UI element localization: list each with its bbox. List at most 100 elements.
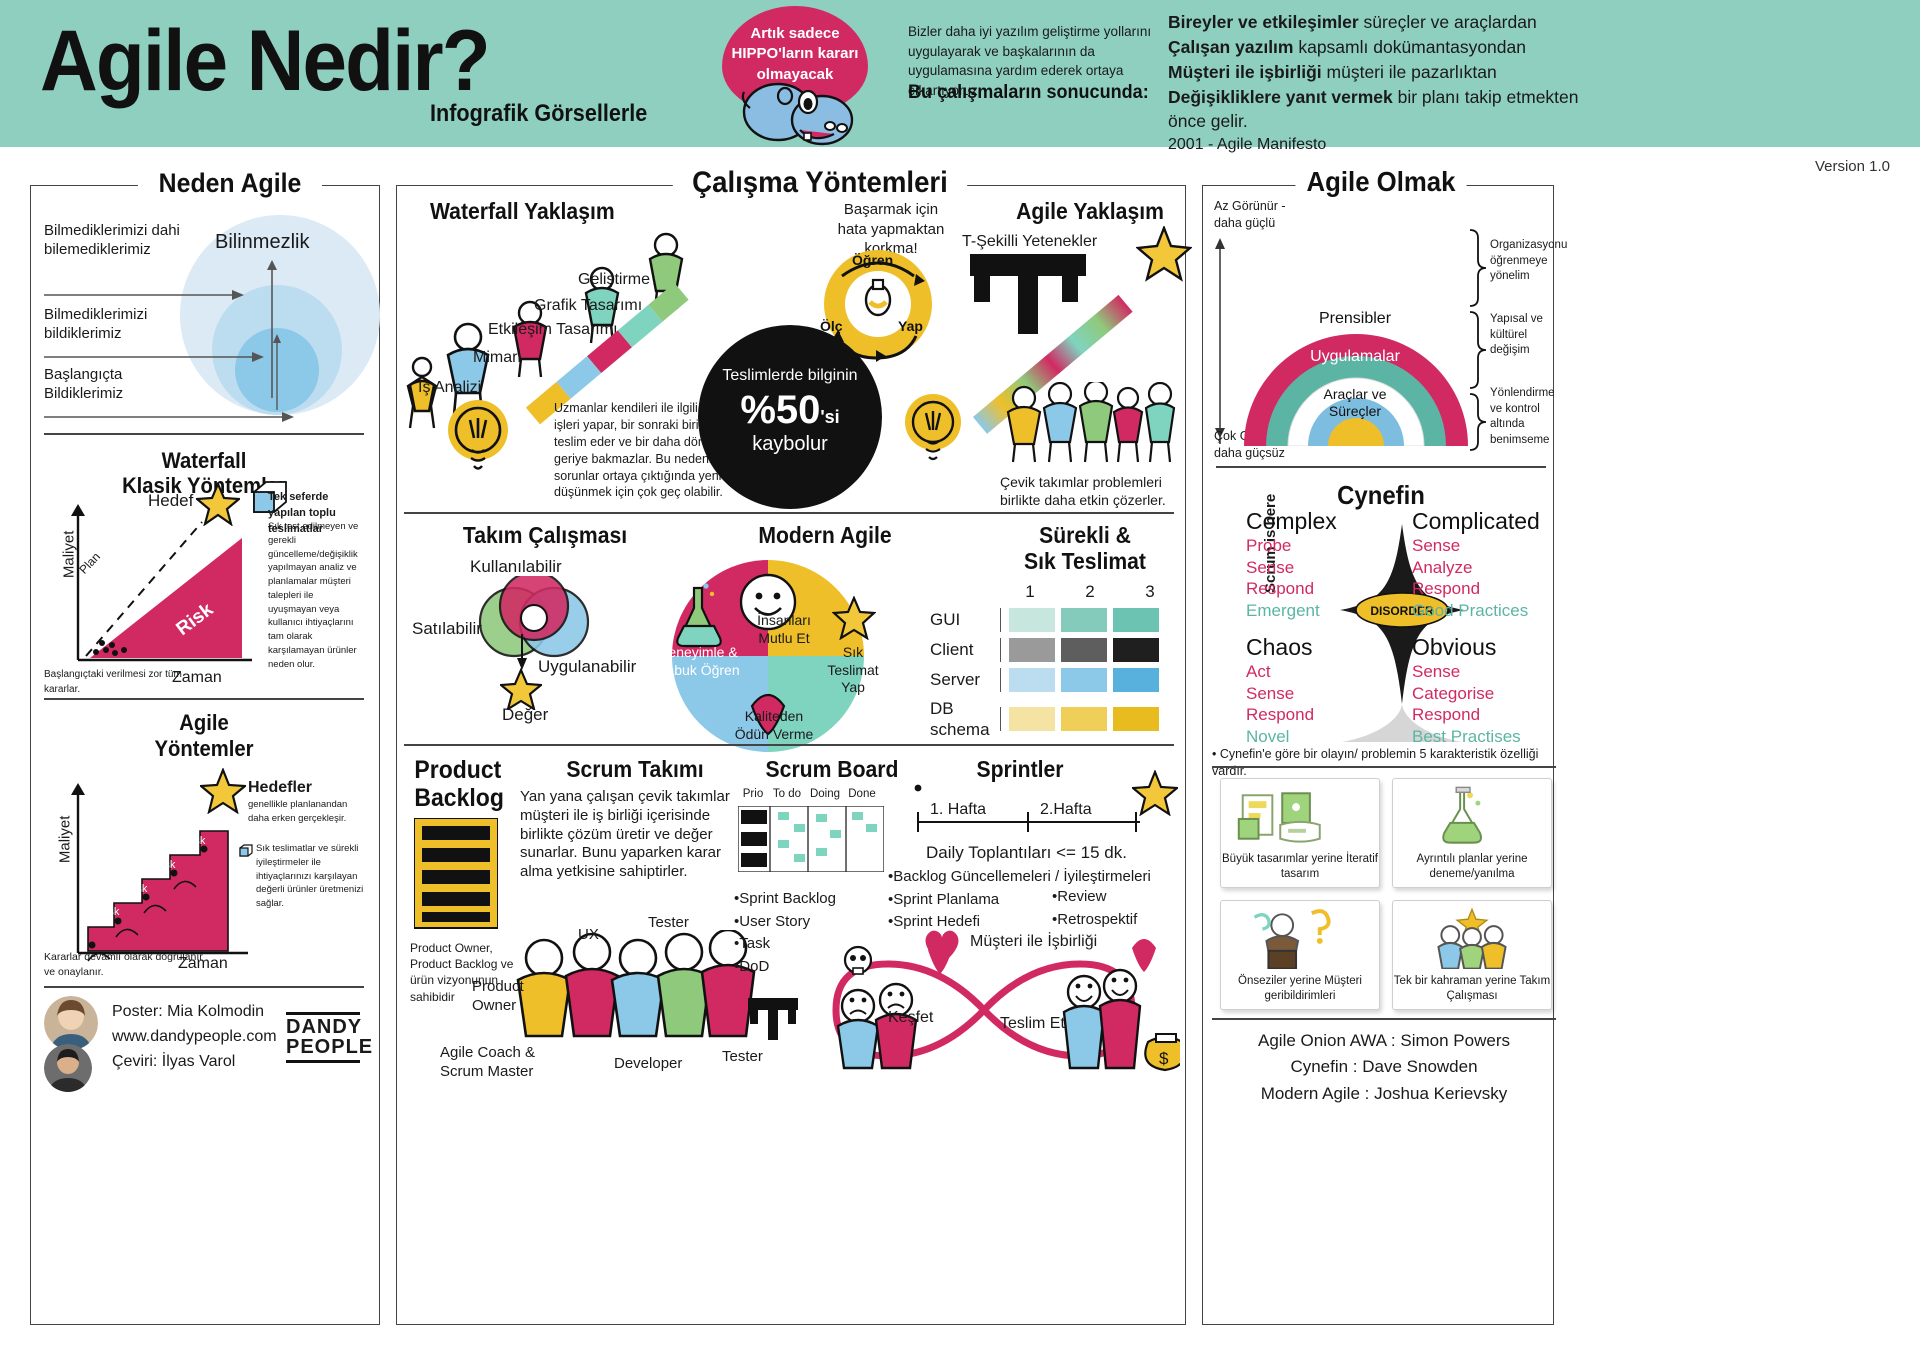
continuous-title-1: Sürekli & — [1039, 522, 1131, 548]
flask-icon — [676, 583, 722, 648]
cynefin-cross: DISORDER — [1340, 524, 1464, 742]
sprint-left-0: •Backlog Güncellemeleri / İyileştirmeler… — [888, 868, 1151, 885]
agile-y-axis: Maliyet — [56, 815, 74, 864]
cynefin-q3-step0: Sense — [1412, 662, 1461, 681]
cynefin-quadrant-chaos: Chaos Act Sense Respond Novel — [1246, 634, 1366, 747]
hippo-icon — [741, 82, 854, 146]
swatch-gui-3 — [1113, 608, 1159, 632]
knowledge-arrow-0 — [44, 290, 244, 300]
sprint-right-0: •Review — [1052, 888, 1107, 905]
left-panel-title: Neden Agile — [138, 168, 322, 199]
practice-card-1: Ayrıntılı planlar yerine deneme/yanılma — [1392, 778, 1552, 888]
continuous-col-0: 1 — [1025, 582, 1035, 601]
teamwork-left: Satılabilir — [412, 619, 482, 638]
agile-risk-1: Risk — [126, 883, 148, 895]
cynefin-q2-outcome: Novel — [1246, 726, 1290, 746]
waterfall-approach-title: Waterfall Yaklaşım — [430, 198, 615, 224]
continuous-col-headers: 1 2 3 — [1000, 582, 1176, 602]
swatch-client-3 — [1113, 638, 1159, 662]
left-divider-2 — [44, 698, 364, 700]
waterfall-x-axis: Zaman — [172, 669, 222, 686]
swatch-server-3 — [1113, 668, 1159, 692]
scrum-person-3: Developer — [614, 1055, 683, 1072]
header-band: Agile Nedir? Infografik Görsellerle Artı… — [0, 0, 1920, 153]
scrum-board-grid[interactable] — [738, 806, 884, 872]
continuous-title-2: Sık Teslimat — [1024, 548, 1146, 574]
credit-site[interactable]: www.dandypeople.com — [112, 1027, 277, 1045]
right-divider-1 — [1216, 466, 1546, 468]
onion-layer-3: Uygulamalar — [1310, 348, 1400, 365]
collab-label: Müşteri ile İşbirliği — [970, 933, 1098, 950]
cynefin-q1-step0: Sense — [1412, 536, 1461, 555]
waterfall-approach-body: Uzmanlar kendileri ile ilgili bütün işle… — [554, 401, 743, 500]
dandy-people-logo: DANDY PEOPLE — [286, 1012, 372, 1064]
board-col-3: Done — [848, 788, 876, 800]
heart-icon — [925, 930, 959, 964]
teamwork-top: Kullanılabilir — [470, 557, 562, 576]
t-shaped-skills-icon — [748, 998, 798, 1040]
continuous-row-1: Client — [930, 640, 974, 660]
star-icon — [196, 482, 240, 526]
page-title: Agile Nedir? — [40, 13, 491, 109]
bracket-label-2: Yönlendirme ve kontrol altında benimseme — [1490, 387, 1555, 446]
avatar-mia — [44, 996, 98, 1050]
cube-small-icon — [239, 844, 253, 857]
sprint-left-1: •Sprint Planlama — [888, 890, 1000, 908]
cynefin-title: Cynefin — [1337, 480, 1425, 510]
cycle-label-1: Yap — [898, 318, 923, 334]
manifesto-line-3: Değişikliklere yanıt vermek bir planı ta… — [1168, 86, 1579, 107]
iterative-design-icon — [1237, 792, 1321, 843]
agile-team-group-icon — [1006, 382, 1176, 463]
cynefin-q0-step0: Probe — [1246, 536, 1292, 555]
person-icon — [584, 266, 620, 344]
cynefin-q1-step2: Respond — [1412, 579, 1481, 599]
lightbulb-icon — [905, 394, 961, 461]
person-icon — [406, 356, 438, 429]
fear-text: Başarmak için hata yapmaktan korkma! — [837, 201, 945, 257]
swatch-gui-1 — [1009, 608, 1055, 632]
scrum-team-people-icon — [516, 930, 756, 1038]
lightbulb-icon — [448, 400, 508, 470]
waterfall-note-title: Tek seferde yapılan toplu teslimatlar — [268, 491, 336, 535]
cynefin-q2-step0: Act — [1246, 662, 1271, 681]
logo-line-1: DANDY — [286, 1016, 363, 1038]
customer-feedback-icon — [1253, 909, 1331, 970]
practice-card-3: Tek bir kahraman yerine Takım Çalışması — [1392, 900, 1552, 1010]
bracket-label-1: Yapısal ve kültürel değişim — [1490, 313, 1543, 357]
continuous-row-0: GUI — [930, 610, 961, 630]
waterfall-note-body: Sık test edilmeyen ve gerekli güncelleme… — [268, 521, 359, 670]
modern-agile-q2: Kaliteden Ödün Verme — [734, 708, 814, 742]
sprint-right-items: •Review •Retrospektif — [1052, 886, 1137, 931]
backlog-title-1: Product — [414, 756, 502, 784]
cynefin-q3-name: Obvious — [1412, 634, 1497, 660]
agile-risk-0: Risk — [98, 906, 120, 918]
left-divider-1 — [44, 433, 364, 435]
practice-card-caption-3: Tek bir kahraman yerine Takım Çalışması — [1393, 975, 1551, 1002]
cynefin-q1-step1: Analyze — [1412, 557, 1473, 577]
board-col-2: Doing — [809, 788, 841, 800]
teamwork-right: Uygulanabilir — [538, 657, 637, 676]
credit-poster: Poster: Mia Kolmodin — [112, 1003, 265, 1020]
cynefin-quadrant-complicated: Complicated Sense Analyze Respond Good P… — [1412, 508, 1562, 621]
agile-caption: Kararlar devamlı olarak doğrulanır ve on… — [44, 951, 203, 979]
swatch-db-3 — [1113, 707, 1159, 732]
role-label-3: Grafik Tasarımı — [534, 297, 643, 314]
cynefin-q2-step2: Respond — [1246, 705, 1315, 725]
agile-note1-body: genellikle planlanandan daha erken gerçe… — [248, 799, 348, 824]
star-icon — [1132, 770, 1178, 816]
agile-note1-title: Hedefler — [248, 779, 313, 796]
teamwork-icon — [1437, 907, 1507, 970]
agile-olmak-title: Agile Olmak — [1295, 166, 1467, 198]
sprint-right-1: •Retrospektif — [1052, 910, 1138, 928]
modern-agile-title: Modern Agile — [758, 522, 892, 548]
board-item-1: •User Story — [734, 912, 811, 930]
mid-divider-2 — [404, 744, 1174, 746]
cube-icon — [253, 481, 287, 513]
cynefin-q1-name: Complicated — [1412, 508, 1540, 534]
practice-card-2: Önseziler yerine Müşteri geribildirimler… — [1220, 900, 1380, 1010]
t-shaped-label: T-Şekilli Yetenekler — [962, 233, 1098, 250]
teamwork-title: Takım Çalışması — [462, 522, 628, 548]
knowledge-arrow-1 — [44, 352, 264, 362]
knowledge-row-2: Başlangıçta Bildiklerimiz — [44, 366, 124, 402]
